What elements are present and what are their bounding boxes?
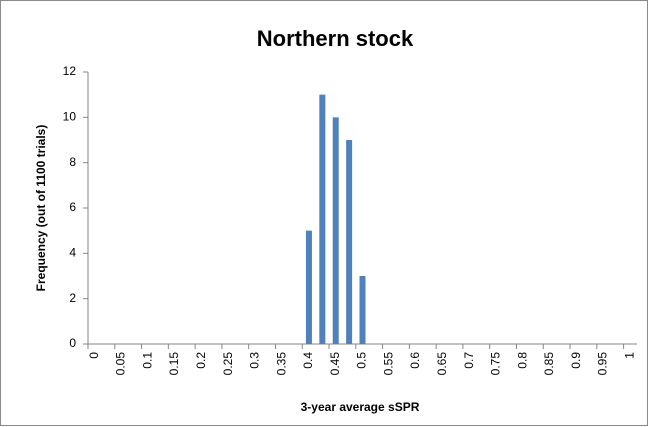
x-axis-title: 3-year average sSPR [301, 400, 420, 414]
x-tick-label: 0.9 [569, 352, 583, 369]
y-tick-label: 12 [63, 64, 77, 78]
bar [319, 94, 326, 345]
x-tick-label: 0.95 [596, 352, 610, 376]
x-tick-label: 0.35 [274, 352, 288, 376]
x-tick-label: 0.7 [462, 352, 476, 369]
y-tick-label: 10 [63, 110, 77, 124]
y-tick-label: 6 [69, 200, 76, 214]
bar [346, 140, 353, 344]
y-tick-label: 4 [69, 246, 76, 260]
x-tick-label: 0.5 [355, 352, 369, 369]
bar [332, 117, 339, 344]
x-tick-label: 0.55 [381, 352, 395, 376]
x-tick-label: 0.85 [542, 352, 556, 376]
y-axis-title: Frequency (out of 1100 trials) [34, 125, 48, 292]
x-tick-label: 0.75 [489, 352, 503, 376]
y-tick-label: 8 [69, 155, 76, 169]
x-tick-label: 0.15 [167, 352, 181, 376]
x-tick-label: 0.1 [140, 352, 154, 369]
bar [359, 276, 366, 344]
bar [305, 230, 312, 344]
x-tick-label: 0.05 [114, 352, 128, 376]
x-tick-label: 0.45 [328, 352, 342, 376]
x-tick-label: 0.65 [435, 352, 449, 376]
y-tick-label: 2 [69, 291, 76, 305]
x-tick-label: 0.2 [194, 352, 208, 369]
x-tick-label: 1 [622, 352, 636, 359]
x-tick-label: 0.8 [515, 352, 529, 369]
x-tick-label: 0.4 [301, 352, 315, 369]
chart-title: Northern stock [257, 26, 414, 51]
x-tick-label: 0 [87, 352, 101, 359]
x-tick-label: 0.6 [408, 352, 422, 369]
y-tick-label: 0 [69, 336, 76, 350]
x-tick-label: 0.25 [221, 352, 235, 376]
x-tick-label: 0.3 [248, 352, 262, 369]
